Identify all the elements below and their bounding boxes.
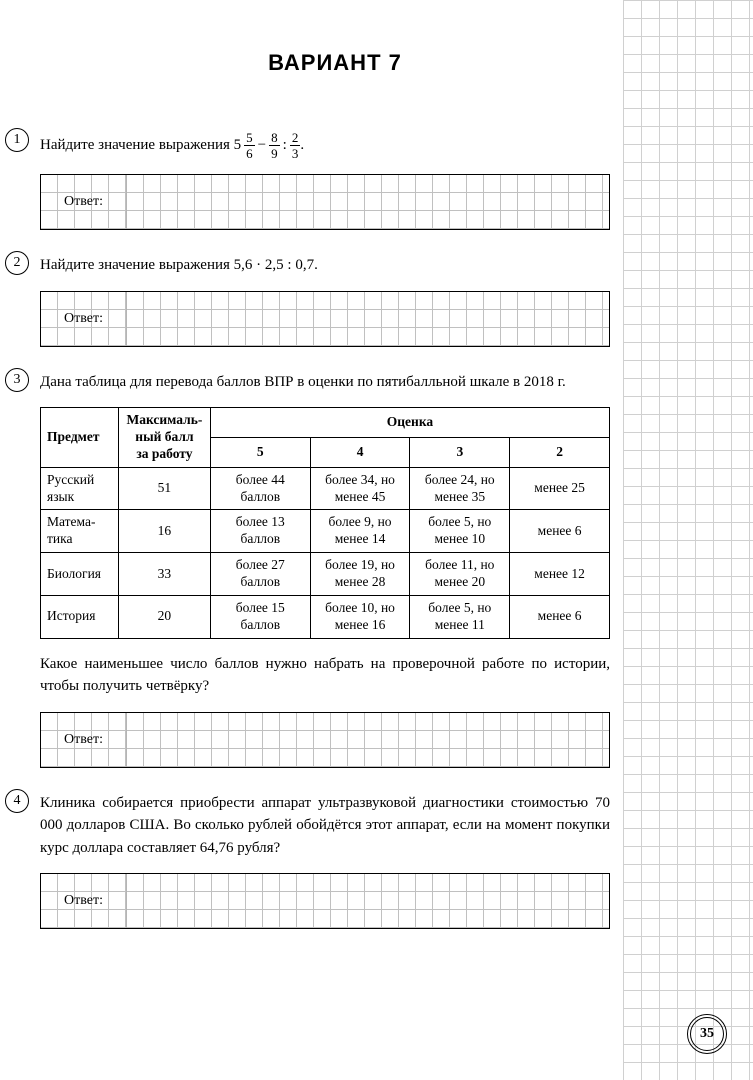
answer-box-2: Ответ:: [40, 291, 610, 347]
table-row: Матема-тика 16 более 13 баллов более 9, …: [41, 510, 610, 553]
variant-title: ВАРИАНТ 7: [60, 50, 610, 76]
answer-cells[interactable]: [127, 292, 609, 346]
header-2: 2: [510, 437, 610, 467]
table-row: История 20 более 15 баллов более 10, но …: [41, 595, 610, 638]
answer-box-1: Ответ:: [40, 174, 610, 230]
answer-box-3: Ответ:: [40, 712, 610, 768]
fraction-2: 8 9: [269, 131, 280, 160]
grid-paper-margin: [623, 0, 753, 1080]
problem-1-prompt: Найдите значение выражения 5 5 6 − 8 9 :…: [40, 131, 610, 160]
answer-label: Ответ:: [41, 175, 127, 229]
problem-number-badge: 4: [5, 789, 29, 813]
header-5: 5: [210, 437, 310, 467]
header-subject: Предмет: [41, 408, 119, 468]
header-4: 4: [310, 437, 410, 467]
operator-divide: :: [283, 134, 287, 157]
fraction-1: 5 6: [244, 131, 255, 160]
problem-1: 1 Найдите значение выражения 5 5 6 − 8 9…: [40, 131, 610, 230]
problem-4-prompt: Клиника собирается приобрести аппарат ул…: [40, 792, 610, 860]
problem-number-badge: 3: [5, 368, 29, 392]
answer-cells[interactable]: [127, 175, 609, 229]
problem-4: 4 Клиника собирается приобрести аппарат …: [40, 792, 610, 930]
answer-cells[interactable]: [127, 874, 609, 928]
header-grade: Оценка: [210, 408, 609, 438]
answer-label: Ответ:: [41, 292, 127, 346]
problem-2: 2 Найдите значение выражения 5,6 · 2,5 :…: [40, 254, 610, 347]
page-number-badge: 35: [687, 1014, 727, 1054]
header-3: 3: [410, 437, 510, 467]
problem-number-badge: 1: [5, 128, 29, 152]
table-row: Биология 33 более 27 баллов более 19, но…: [41, 553, 610, 596]
problem-number-badge: 2: [5, 251, 29, 275]
answer-box-4: Ответ:: [40, 873, 610, 929]
table-row: Русский язык 51 более 44 баллов более 34…: [41, 467, 610, 510]
table-header-row: Предмет Максималь- ный балл за работу Оц…: [41, 408, 610, 438]
problem-2-prompt: Найдите значение выражения 5,6 · 2,5 : 0…: [40, 254, 610, 277]
expression: 5 5 6 − 8 9 : 2 3: [234, 131, 301, 160]
grades-table: Предмет Максималь- ный балл за работу Оц…: [40, 407, 610, 639]
answer-label: Ответ:: [41, 874, 127, 928]
operator-minus: −: [258, 134, 266, 157]
answer-cells[interactable]: [127, 713, 609, 767]
period: .: [300, 137, 304, 153]
problem-3-intro: Дана таблица для перевода баллов ВПР в о…: [40, 371, 610, 394]
page-content: ВАРИАНТ 7 1 Найдите значение выражения 5…: [0, 0, 610, 929]
header-max: Максималь- ный балл за работу: [118, 408, 210, 468]
fraction-3: 2 3: [290, 131, 301, 160]
whole-part: 5: [234, 134, 242, 157]
problem-3-question: Какое наименьшее число баллов нужно набр…: [40, 653, 610, 698]
answer-label: Ответ:: [41, 713, 127, 767]
problem-3: 3 Дана таблица для перевода баллов ВПР в…: [40, 371, 610, 768]
prompt-text: Найдите значение выражения: [40, 137, 234, 153]
